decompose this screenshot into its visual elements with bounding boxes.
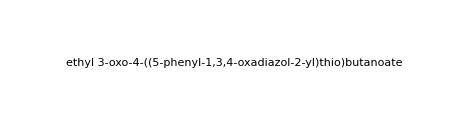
Text: ethyl 3-oxo-4-((5-phenyl-1,3,4-oxadiazol-2-yl)thio)butanoate: ethyl 3-oxo-4-((5-phenyl-1,3,4-oxadiazol… bbox=[66, 58, 402, 68]
